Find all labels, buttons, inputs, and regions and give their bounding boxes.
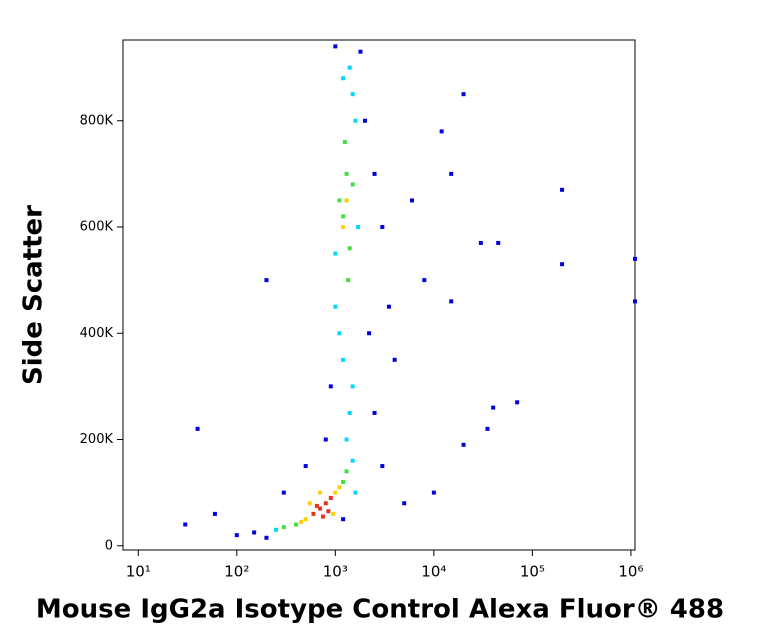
x-axis-title: Mouse IgG2a Isotype Control Alexa Fluor®… xyxy=(36,595,724,625)
point xyxy=(331,511,336,516)
point xyxy=(353,118,358,123)
point xyxy=(380,225,385,229)
point xyxy=(183,522,188,527)
y-axis-title: Side Scatter xyxy=(19,205,49,385)
point xyxy=(372,171,377,176)
y-tick-label: 600K xyxy=(80,220,114,235)
point xyxy=(333,251,338,256)
point xyxy=(478,240,483,245)
point xyxy=(328,384,333,389)
point xyxy=(333,44,338,49)
point xyxy=(422,278,427,283)
point xyxy=(252,530,257,535)
plot-frame xyxy=(122,39,636,551)
point xyxy=(347,65,352,70)
point xyxy=(321,514,326,519)
point xyxy=(344,437,349,442)
point xyxy=(323,501,328,506)
point xyxy=(344,469,349,474)
point xyxy=(299,519,304,524)
x-tick-label: 10⁴ xyxy=(421,563,446,581)
point xyxy=(350,458,355,463)
point xyxy=(353,490,358,495)
point xyxy=(431,490,436,495)
point xyxy=(380,464,385,469)
point xyxy=(350,182,355,187)
point xyxy=(392,357,397,362)
y-tick-label: 200K xyxy=(80,432,114,447)
point xyxy=(491,405,496,410)
point xyxy=(311,511,316,516)
point xyxy=(409,198,414,203)
point xyxy=(341,76,346,81)
point xyxy=(633,299,637,304)
point xyxy=(485,426,490,431)
point xyxy=(234,533,239,538)
point xyxy=(344,171,349,176)
point xyxy=(560,187,565,192)
point xyxy=(344,198,349,203)
point xyxy=(195,426,200,431)
point xyxy=(386,304,391,309)
x-tick-label: 10⁶ xyxy=(618,563,643,581)
point xyxy=(318,490,323,495)
x-tick-label: 10² xyxy=(224,563,249,581)
point xyxy=(515,400,520,405)
point xyxy=(346,278,351,283)
point xyxy=(337,331,342,336)
point xyxy=(449,299,454,304)
point xyxy=(294,522,299,527)
point xyxy=(314,503,319,508)
point xyxy=(337,485,342,490)
point xyxy=(323,437,328,442)
y-tick-label: 800K xyxy=(80,113,114,128)
point xyxy=(341,517,346,522)
point xyxy=(496,240,501,245)
point xyxy=(461,92,466,97)
point xyxy=(303,464,308,469)
point xyxy=(347,246,352,251)
point xyxy=(341,357,346,362)
point xyxy=(350,92,355,97)
point xyxy=(347,410,352,415)
y-tick-label: 0 xyxy=(105,538,113,553)
x-tick-label: 10¹ xyxy=(126,563,151,581)
point xyxy=(362,118,367,123)
point xyxy=(281,525,286,530)
point xyxy=(372,410,377,415)
x-tick-label: 10⁵ xyxy=(520,563,545,581)
point xyxy=(274,527,279,532)
point xyxy=(461,442,466,447)
point xyxy=(333,304,338,309)
point xyxy=(439,129,444,134)
point xyxy=(356,225,361,229)
point xyxy=(328,495,333,500)
point xyxy=(303,517,308,522)
point xyxy=(350,384,355,389)
point xyxy=(341,480,346,484)
point xyxy=(342,140,347,144)
point xyxy=(264,278,269,283)
point xyxy=(402,501,407,506)
point xyxy=(341,214,346,219)
point xyxy=(264,535,269,540)
point xyxy=(212,511,217,516)
point xyxy=(318,506,323,511)
point xyxy=(333,490,338,495)
point xyxy=(281,490,286,495)
point xyxy=(633,256,637,261)
y-tick-label: 400K xyxy=(80,326,114,341)
point xyxy=(326,509,331,514)
point xyxy=(560,262,565,267)
point xyxy=(341,225,346,229)
point xyxy=(337,198,342,203)
point xyxy=(367,331,372,336)
point xyxy=(358,49,363,54)
x-tick-label: 10³ xyxy=(323,563,348,581)
point xyxy=(449,171,454,176)
point xyxy=(307,501,312,506)
